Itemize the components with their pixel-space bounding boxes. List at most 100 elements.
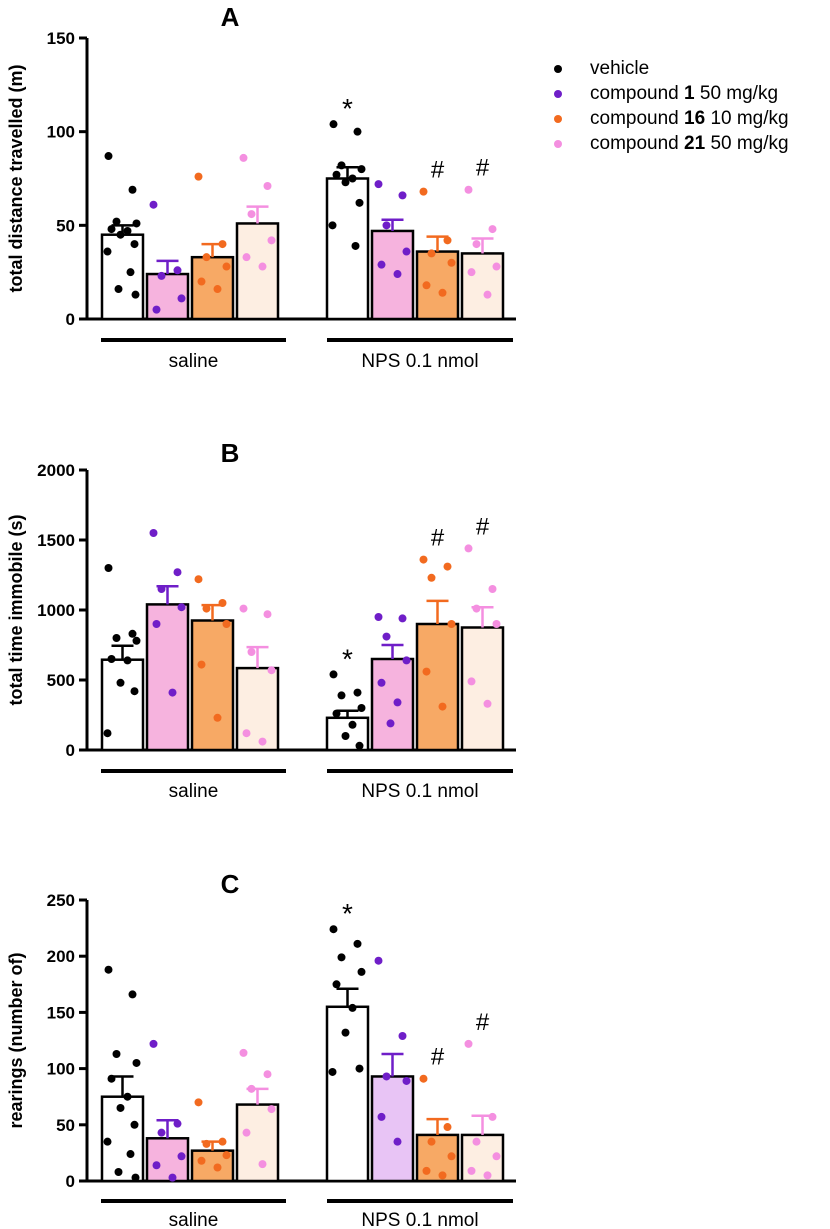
- panel-c-point-compound21-g1-2: [472, 1137, 481, 1146]
- panel-b-bar-compound21-g1: [460, 626, 505, 752]
- legend-label-vehicle: vehicle: [590, 58, 650, 79]
- panel-a-point-compound16-g0-1: [218, 240, 227, 249]
- panel-a-point-compound16-g1-0: [419, 187, 428, 196]
- panel-c-point-vehicle-g0-3: [132, 1058, 141, 1067]
- panel-c-point-compound16-g0-5: [213, 1163, 222, 1172]
- panel-c-sig-mark-vehicle-g1: *: [342, 898, 353, 929]
- legend-item-vehicle: vehicle: [552, 56, 830, 81]
- panel-a-point-compound1-g1-1: [398, 191, 407, 200]
- panel-c-point-compound21-g1-3: [492, 1152, 501, 1161]
- panel-b-point-compound1-g1-5: [393, 698, 402, 707]
- panel-a-point-compound16-g0-5: [213, 285, 222, 294]
- panel-c-point-compound21-g0-4: [242, 1128, 251, 1137]
- panel-c-point-vehicle-g1-1: [353, 939, 362, 948]
- panel-a-point-compound21-g0-1: [263, 181, 272, 190]
- panel-a-point-compound16-g1-3: [447, 258, 456, 267]
- panel-a-point-compound21-g0-0: [239, 153, 248, 162]
- panel-a-point-vehicle-g0-3: [132, 219, 141, 228]
- legend-number-compound-21: 21: [684, 133, 706, 154]
- panel-c-bar-compound21-g0: [235, 1103, 280, 1183]
- panel-c-point-vehicle-g1-8: [328, 1067, 337, 1076]
- panel-a-title: A: [221, 2, 240, 32]
- panel-b-point-compound1-g1-0: [374, 613, 383, 621]
- panel-b-ytick-label-0: 0: [66, 741, 75, 760]
- panel-a-point-vehicle-g1-7: [355, 198, 364, 207]
- panel-b-point-compound1-g0-5: [168, 688, 177, 697]
- panel-b-point-compound1-g0-1: [173, 568, 182, 577]
- legend-item-compound-16: compound 16 10 mg/kg: [552, 106, 830, 131]
- panel-c-point-vehicle-g1-4: [332, 980, 341, 989]
- panel-b-point-vehicle-g0-5: [123, 656, 132, 665]
- panel-b-point-vehicle-g1-3: [357, 704, 366, 712]
- panel-c-point-vehicle-g0-7: [130, 1120, 139, 1129]
- panel-a-sig-mark-compound16-g1: #: [431, 157, 445, 184]
- panel-c-point-compound16-g1-2: [427, 1137, 436, 1146]
- panel-b-point-vehicle-g1-1: [353, 688, 362, 697]
- panel-a-point-compound16-g0-3: [222, 262, 231, 271]
- legend-dot-compound-21: [554, 140, 562, 148]
- panel-b-sig-mark-vehicle-g1: *: [342, 643, 353, 674]
- panel-c-point-compound21-g0-5: [258, 1160, 267, 1169]
- panel-c-point-compound21-g0-2: [247, 1084, 256, 1093]
- panel-c-point-compound1-g1-5: [393, 1137, 402, 1146]
- panel-c-ytick-label-0: 0: [66, 1172, 75, 1191]
- panel-c-point-compound16-g0-4: [197, 1156, 206, 1165]
- panel-a-ytick-label-0: 0: [66, 310, 75, 329]
- panel-c-point-vehicle-g0-1: [128, 990, 137, 999]
- legend-dose-compound-21: 50 mg/kg: [710, 133, 789, 154]
- legend-label-compound-21: compound: [590, 133, 679, 154]
- panel-a-point-vehicle-g1-1: [353, 127, 362, 136]
- legend-dose-compound-1: 50 mg/kg: [699, 83, 779, 104]
- panel-c-point-vehicle-g0-8: [103, 1137, 112, 1146]
- panel-b-title: B: [221, 438, 240, 468]
- panel-b-point-compound16-g0-4: [197, 660, 206, 669]
- panel-a-point-compound1-g0-2: [157, 271, 166, 280]
- panel-b-point-vehicle-g1-5: [348, 720, 357, 729]
- panel-b-point-vehicle-g0-6: [116, 678, 125, 687]
- panel-b-bar-compound16-g1: [415, 622, 460, 752]
- panel-c-point-compound16-g0-2: [202, 1139, 211, 1148]
- panel-c-point-compound1-g0-4: [152, 1161, 161, 1170]
- panel-c-point-compound16-g1-0: [419, 1074, 428, 1083]
- legend-label-compound-16: compound: [590, 108, 679, 129]
- panel-a-point-vehicle-g1-3: [357, 165, 366, 174]
- panel-a-point-compound1-g0-1: [173, 266, 182, 275]
- panel-c-title: C: [221, 869, 240, 899]
- panel-c-sig-mark-compound21-g1: #: [476, 1009, 490, 1036]
- panel-c-point-compound21-g0-1: [263, 1070, 272, 1079]
- panel-c-point-vehicle-g0-0: [104, 965, 113, 974]
- legend-label-compound-1: compound: [590, 83, 679, 104]
- panel-b-point-compound21-g0-1: [263, 610, 272, 619]
- panel-b-point-compound1-g0-2: [157, 585, 166, 593]
- panel-c-point-vehicle-g0-9: [126, 1150, 135, 1159]
- panel-c-point-compound21-g0-3: [267, 1105, 276, 1114]
- panel-b-point-vehicle-g0-8: [103, 729, 112, 738]
- panel-c-point-compound21-g0-0: [239, 1048, 248, 1057]
- panel-b-point-compound16-g1-0: [419, 555, 428, 564]
- panel-b-point-compound16-g1-3: [447, 620, 456, 628]
- panel-a-point-compound21-g1-4: [467, 268, 476, 277]
- panel-a-point-compound1-g0-4: [152, 305, 161, 314]
- panel-b-point-compound16-g0-0: [194, 575, 203, 584]
- panel-a-point-compound21-g1-1: [488, 225, 497, 234]
- panel-a-point-compound1-g1-2: [382, 221, 391, 230]
- panel-b-point-compound21-g1-5: [483, 699, 492, 708]
- panel-c-point-compound1-g1-4: [377, 1112, 386, 1121]
- panel-c-point-compound21-g1-0: [464, 1039, 473, 1048]
- panel-c-point-compound1-g0-1: [173, 1119, 182, 1128]
- panel-b-bar-compound1-g1: [370, 657, 415, 752]
- panel-a-bar-vehicle-g1: [325, 177, 370, 321]
- panel-a-point-vehicle-g0-2: [112, 217, 121, 226]
- panel-a-ylabel: total distance travelled (m): [6, 64, 26, 292]
- panel-b-point-compound1-g1-4: [377, 678, 386, 687]
- legend-item-compound-1: compound 1 50 mg/kg: [552, 81, 830, 106]
- legend-number-compound-1: 1: [684, 83, 695, 104]
- panel-c-point-vehicle-g1-0: [329, 925, 338, 934]
- panel-b-point-compound16-g0-2: [202, 604, 211, 613]
- panel-a-point-compound1-g0-0: [149, 200, 158, 209]
- panel-c-point-vehicle-g0-2: [112, 1049, 121, 1058]
- panel-a-point-vehicle-g0-11: [131, 290, 140, 299]
- panel-a-point-compound1-g1-4: [377, 260, 386, 269]
- panel-b-point-compound16-g1-1: [443, 562, 452, 571]
